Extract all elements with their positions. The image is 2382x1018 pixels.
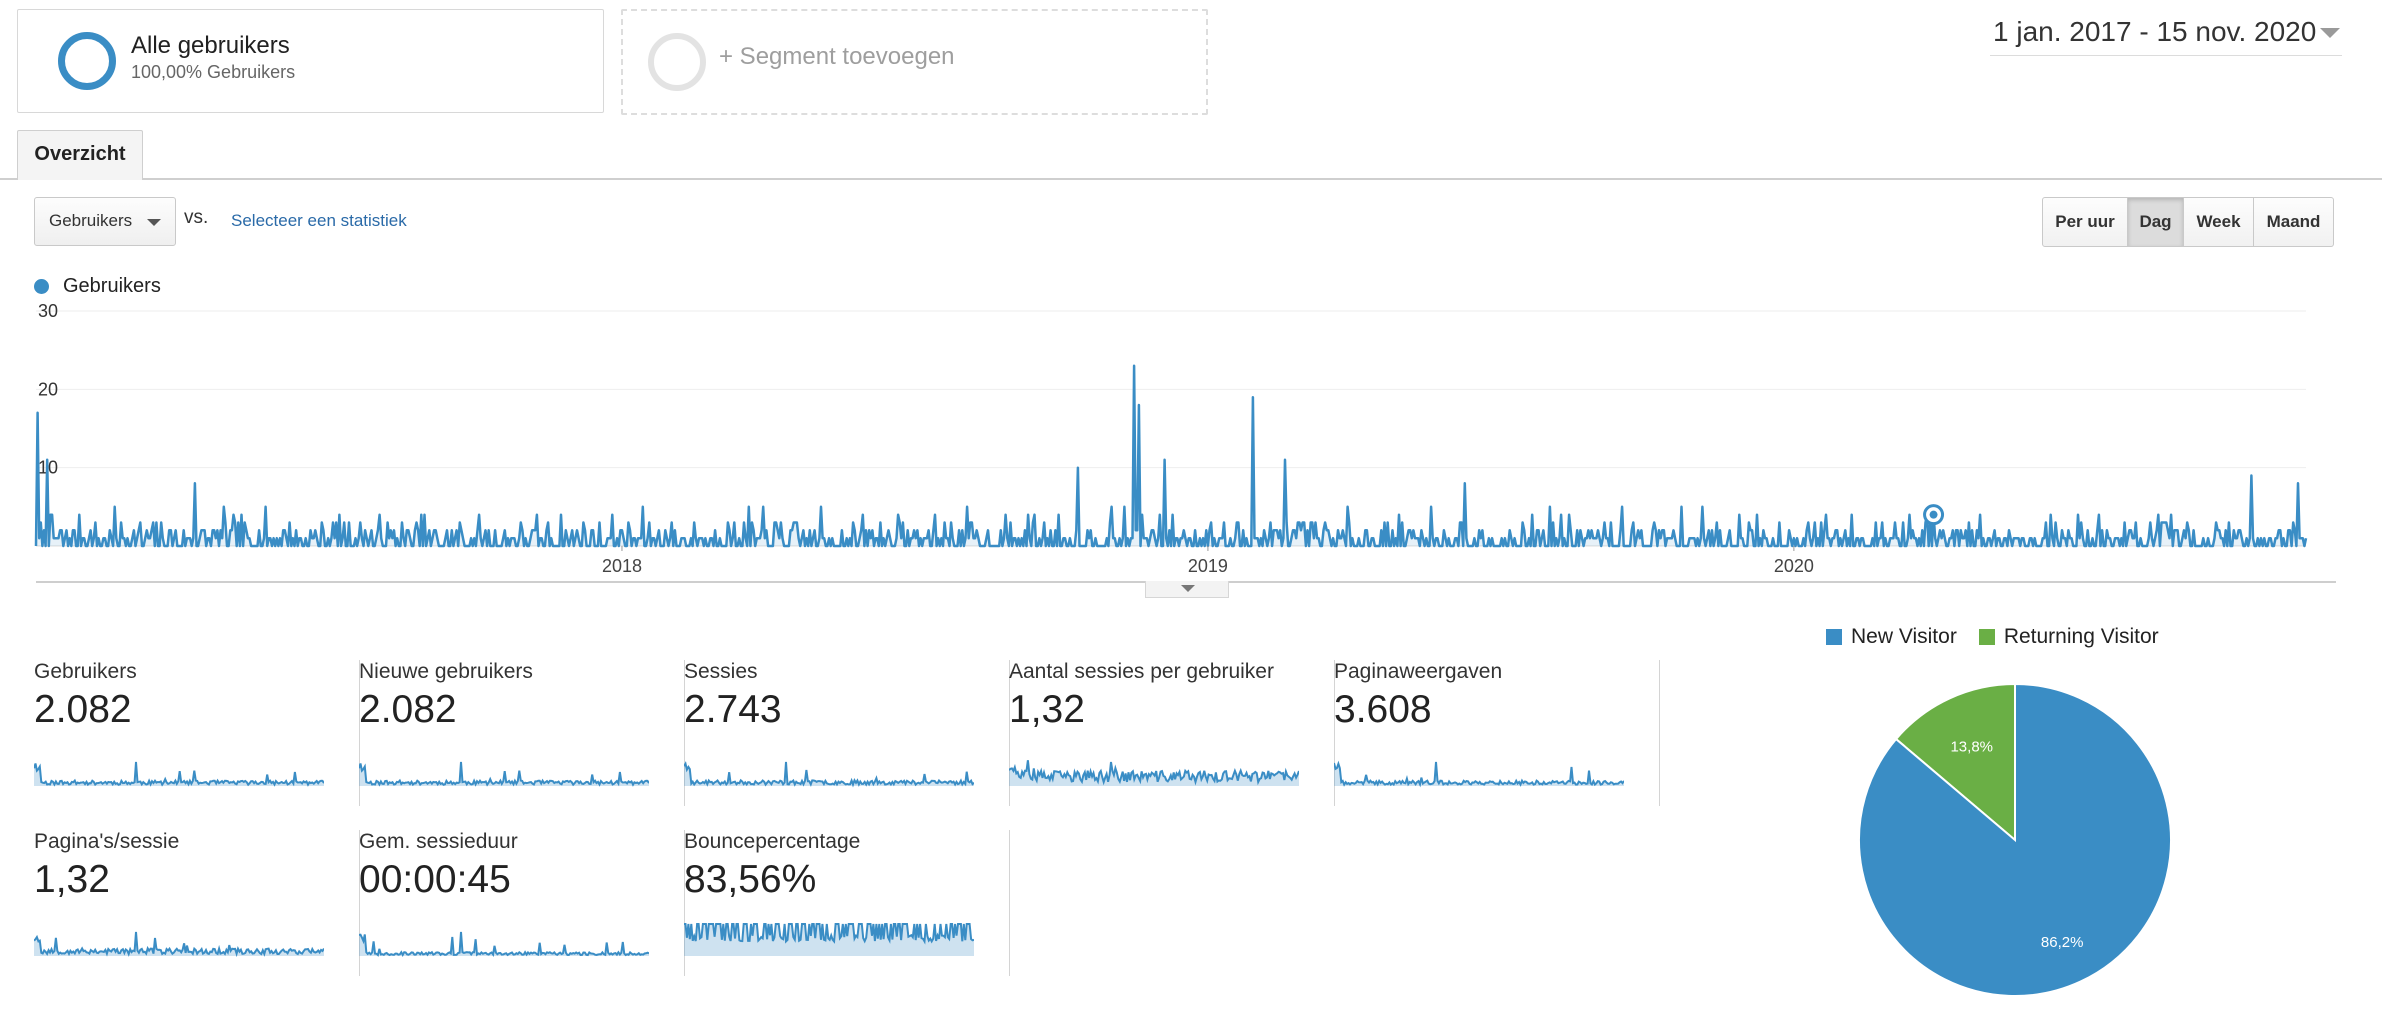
pie-label-new-visitor: 86,2% xyxy=(2041,934,2084,951)
pie-slice-new-visitor xyxy=(1858,682,2172,997)
kpi-sparkline xyxy=(684,761,974,788)
date-range-label: 1 jan. 2017 - 15 nov. 2020 xyxy=(1993,16,2317,47)
segment-subtitle: 100,00% Gebruikers xyxy=(131,62,296,82)
segment-title: Alle gebruikers xyxy=(131,32,290,59)
sparkline-line xyxy=(1009,760,1299,786)
series-line-gebruikers xyxy=(34,364,2308,548)
x-tick-label: 2018 xyxy=(602,556,642,576)
kpi-value: 1,32 xyxy=(34,858,110,901)
kpi-sparkline xyxy=(34,931,324,958)
tab-overzicht[interactable]: Overzicht xyxy=(17,130,143,180)
x-tick-label: 2019 xyxy=(1188,556,1228,576)
vs-label: vs. xyxy=(184,207,209,228)
add-segment-button[interactable]: + Segment toevoegen xyxy=(621,9,1208,115)
chart-legend: Gebruikers xyxy=(34,275,161,298)
segment-placeholder-ring-icon xyxy=(648,33,706,91)
kpi-pageviews[interactable]: Paginaweergaven 3.608 xyxy=(1334,660,1660,806)
pie-slice-returning-visitor xyxy=(1894,682,2016,843)
sparkline-line xyxy=(34,931,324,958)
kpi-sparkline xyxy=(34,761,324,787)
kpi-value: 2.082 xyxy=(359,688,457,731)
pie-legend: New Visitor Returning Visitor xyxy=(1826,625,2159,649)
kpi-value: 2.082 xyxy=(34,688,132,731)
y-tick-label: 30 xyxy=(38,301,58,321)
kpi-new-users[interactable]: Nieuwe gebruikers 2.082 xyxy=(359,660,685,806)
tab-overzicht-label: Overzicht xyxy=(34,143,126,165)
kpi-avg-session-duration[interactable]: Gem. sessieduur 00:00:45 xyxy=(359,830,685,976)
sparkline-area xyxy=(684,762,974,786)
legend-swatch-new-visitor xyxy=(1826,629,1842,645)
sparkline-line xyxy=(34,761,324,787)
granularity-hour-button[interactable]: Per uur xyxy=(2042,197,2128,247)
hover-marker-dot xyxy=(1929,510,1938,519)
metric-select-label: Gebruikers xyxy=(49,211,133,230)
select-statistic-link[interactable]: Selecteer een statistiek xyxy=(231,211,407,230)
legend-dot-icon xyxy=(34,279,49,294)
kpi-value: 3.608 xyxy=(1334,688,1432,731)
granularity-week-button[interactable]: Week xyxy=(2184,197,2254,247)
y-tick-label: 20 xyxy=(38,379,58,399)
kpi-bounce-rate[interactable]: Bouncepercentage 83,56% xyxy=(684,830,1010,976)
kpi-label: Sessies xyxy=(684,660,758,683)
kpi-pages-per-session[interactable]: Pagina's/sessie 1,32 xyxy=(34,830,360,976)
legend-label-new-visitor: New Visitor xyxy=(1851,625,1957,648)
legend-label: Gebruikers xyxy=(63,275,161,297)
sparkline-line xyxy=(359,761,649,787)
kpi-label: Bouncepercentage xyxy=(684,830,861,853)
metric-select[interactable]: Gebruikers xyxy=(34,197,176,246)
kpi-label: Pagina's/sessie xyxy=(34,830,180,853)
kpi-sessions[interactable]: Sessies 2.743 xyxy=(684,660,1010,806)
kpi-sparkline xyxy=(1334,760,1624,788)
sparkline-line xyxy=(1334,760,1624,788)
kpi-value: 83,56% xyxy=(684,858,817,901)
kpi-sessions-per-user[interactable]: Aantal sessies per gebruiker 1,32 xyxy=(1009,660,1335,806)
tab-bar xyxy=(0,178,2382,180)
granularity-toggle: Per uur Dag Week Maand xyxy=(2042,197,2334,247)
add-segment-label: + Segment toevoegen xyxy=(719,43,955,70)
chevron-down-icon xyxy=(147,219,161,226)
x-tick-label: 2020 xyxy=(1774,556,1814,576)
kpi-label: Nieuwe gebruikers xyxy=(359,660,533,683)
kpi-sparkline xyxy=(359,931,649,958)
segment-all-users[interactable]: Alle gebruikers 100,00% Gebruikers xyxy=(17,9,604,113)
visitor-type-pie-chart[interactable]: 13,8% 86,2% xyxy=(1855,680,2175,1000)
kpi-users[interactable]: Gebruikers 2.082 xyxy=(34,660,360,806)
sparkline-line xyxy=(684,761,974,788)
sparkline-line xyxy=(359,931,649,958)
pie-label-returning-visitor: 13,8% xyxy=(1950,739,1993,756)
granularity-day-button[interactable]: Dag xyxy=(2128,197,2184,247)
kpi-label: Gebruikers xyxy=(34,660,137,683)
kpi-label: Aantal sessies per gebruiker xyxy=(1009,660,1274,683)
granularity-month-button[interactable]: Maand xyxy=(2254,197,2334,247)
legend-swatch-returning-visitor xyxy=(1978,629,1995,645)
chart-collapse-handle[interactable] xyxy=(1145,581,1229,598)
kpi-sparkline xyxy=(1009,760,1299,786)
kpi-label: Paginaweergaven xyxy=(1334,660,1503,683)
chevron-down-icon xyxy=(2320,28,2340,38)
segment-ring-icon xyxy=(58,32,116,90)
kpi-value: 00:00:45 xyxy=(359,858,511,901)
series-area xyxy=(36,365,2306,546)
sparkline-line xyxy=(684,923,974,945)
kpi-sparkline xyxy=(359,761,649,787)
date-range-picker[interactable]: 1 jan. 2017 - 15 nov. 2020 xyxy=(1990,14,2342,56)
kpi-sparkline xyxy=(684,923,974,956)
kpi-value: 2.743 xyxy=(684,688,782,731)
kpi-label: Gem. sessieduur xyxy=(359,830,518,853)
kpi-value: 1,32 xyxy=(1009,688,1085,731)
legend-label-returning-visitor: Returning Visitor xyxy=(2003,625,2159,648)
